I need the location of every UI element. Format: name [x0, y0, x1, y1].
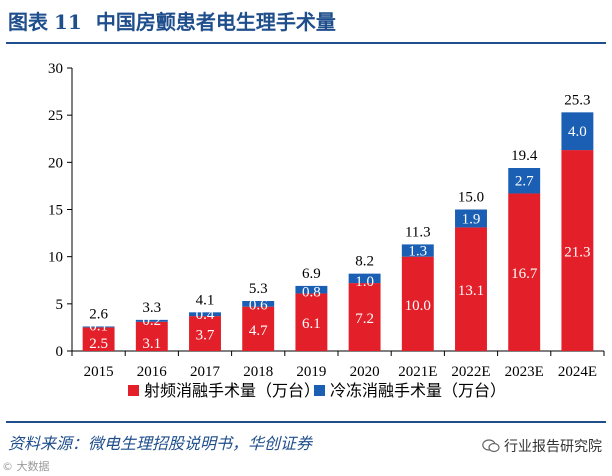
x-tick-label: 2016 [137, 364, 168, 380]
label-2022E-cryo: 1.9 [462, 211, 481, 227]
bar-2021E-rf [401, 256, 434, 351]
legend-swatch-cryo [314, 385, 325, 396]
bar-2018-cryo [242, 301, 275, 307]
x-tick-label: 2023E [505, 364, 544, 380]
x-tick-label: 2019 [296, 364, 326, 380]
label-2021E-cryo: 1.3 [408, 244, 427, 260]
y-tick-label: 20 [48, 155, 63, 171]
bar-2019-rf [295, 293, 328, 351]
bar-2016-rf [135, 321, 168, 351]
legend-label-rf: 射频消融手术量（万台） [144, 381, 320, 400]
x-tick-label: 2020 [350, 364, 380, 380]
y-tick-label: 30 [48, 61, 63, 77]
label-2023E-cryo: 2.7 [515, 174, 534, 190]
bar-2022E-cryo [455, 209, 487, 228]
total-2021E: 11.3 [405, 224, 431, 240]
total-2022E: 15.0 [458, 190, 484, 206]
title-rule [6, 42, 606, 44]
bar-2023E-rf [508, 193, 541, 351]
x-tick-label: 2021E [398, 364, 437, 380]
total-2017: 4.1 [196, 292, 215, 308]
label-2021E-rf: 10.0 [405, 298, 431, 314]
watermark-right: 行业报告研究院 [482, 436, 602, 456]
bar-2023E-cryo [508, 167, 541, 194]
label-2018-rf: 4.7 [249, 323, 268, 339]
figure-number: 11 [54, 10, 82, 34]
label-2018-cryo: 0.6 [249, 298, 268, 314]
bar-2016-cryo [135, 319, 168, 322]
y-tick-label: 0 [56, 344, 64, 360]
bar-2015-rf [82, 327, 115, 351]
figure-title-text: 中国房颤患者电生理手术量 [95, 10, 336, 34]
y-tick-label: 5 [56, 297, 64, 313]
label-2015-cryo: 0.1 [89, 318, 108, 334]
y-tick-label: 10 [48, 250, 63, 266]
bar-2021E-cryo [401, 244, 434, 257]
label-2020-cryo: 1.0 [355, 274, 374, 290]
bar-2018-rf [242, 306, 275, 351]
watermark-left: © 大数据 [2, 460, 50, 473]
label-2019-rf: 6.1 [302, 316, 321, 332]
label-2020-rf: 7.2 [355, 311, 374, 327]
bar-2024E-rf [561, 150, 594, 351]
x-tick-label: 2018 [243, 364, 273, 380]
bar-2024E-cryo [561, 112, 594, 151]
bar-2015-cryo [82, 326, 115, 328]
bar-2022E-rf [455, 227, 487, 351]
bar-2019-cryo [295, 285, 328, 294]
total-2020: 8.2 [355, 254, 374, 270]
y-tick-label: 25 [48, 108, 63, 124]
label-2022E-rf: 13.1 [458, 283, 484, 299]
total-2016: 3.3 [142, 300, 161, 316]
total-2019: 6.9 [302, 266, 321, 282]
label-2016-rf: 3.1 [142, 336, 161, 352]
label-2024E-rf: 21.3 [564, 245, 590, 261]
label-2017-cryo: 0.4 [196, 307, 215, 323]
bar-2020-rf [348, 283, 381, 351]
total-2024E: 25.3 [564, 92, 590, 108]
x-tick-label: 2022E [451, 364, 490, 380]
legend-label-cryo: 冷冻消融手术量（万台） [330, 381, 506, 400]
label-2016-cryo: 0.2 [142, 313, 161, 329]
label-2024E-cryo: 4.0 [568, 124, 587, 140]
source-note: 资料来源：微电生理招股说明书，华创证券 [8, 434, 313, 453]
x-tick-label: 2015 [84, 364, 114, 380]
legend-swatch-rf [128, 385, 139, 396]
figure-title: 图表 11 中国房颤患者电生理手术量 [8, 6, 336, 35]
label-2015-rf: 2.5 [89, 336, 108, 352]
y-tick-label: 15 [48, 203, 63, 219]
x-tick-label: 2024E [558, 364, 597, 380]
bar-2020-cryo [348, 273, 381, 284]
total-2023E: 19.4 [511, 148, 538, 164]
source-rule [6, 421, 606, 423]
total-2015: 2.6 [89, 306, 108, 322]
label-2023E-rf: 16.7 [511, 266, 538, 282]
watermark-right-text: 行业报告研究院 [504, 439, 602, 455]
total-2018: 5.3 [249, 281, 268, 297]
figure-label: 图表 [8, 10, 48, 34]
label-2017-rf: 3.7 [196, 328, 215, 344]
bar-2017-cryo [189, 312, 221, 317]
label-2019-cryo: 0.8 [302, 284, 321, 300]
wechat-icon [482, 439, 500, 453]
x-tick-label: 2017 [190, 364, 221, 380]
bar-2017-rf [189, 316, 221, 351]
